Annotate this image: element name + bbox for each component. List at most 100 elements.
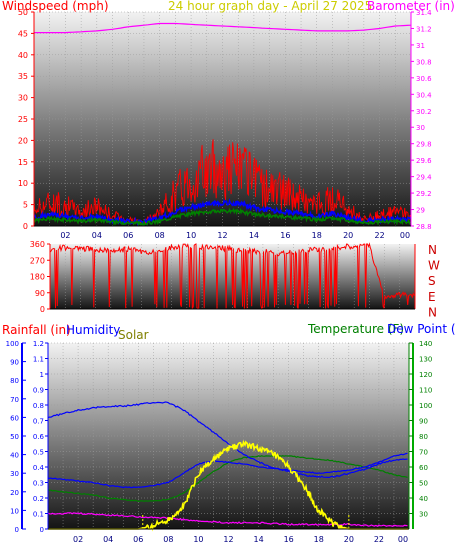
humidity-line — [47, 401, 408, 479]
windspeed-title: Windspeed (mph) — [2, 0, 109, 13]
windspeed-tick-label: 30 — [18, 94, 28, 103]
time-tick-label: 04 — [92, 231, 102, 240]
dewpoint-line — [47, 452, 408, 489]
time-tick-label: 06 — [123, 231, 133, 240]
temperature-tick-label: 110 — [419, 387, 432, 395]
barometer-tick-label: 30 — [416, 124, 425, 132]
barometer-tick-label: 31.2 — [416, 25, 432, 33]
time-tick-label: 04 — [103, 535, 113, 544]
time-tick-label: 00 — [398, 535, 408, 544]
time-tick-label: 08 — [155, 231, 165, 240]
time-tick-label: 12 — [223, 535, 233, 544]
humidity-title: Humidity — [66, 323, 120, 337]
time-tick-label: 00 — [400, 231, 410, 240]
windspeed-average-line — [33, 198, 411, 227]
direction-tick-label: 90 — [35, 289, 45, 298]
humidity-tick-label: 0 — [15, 526, 19, 534]
temperature-tick-label: 140 — [419, 340, 432, 348]
temperature-tick-label: 80 — [419, 433, 428, 441]
barometer-tick-label: 29.4 — [416, 174, 432, 182]
time-tick-label: 22 — [374, 231, 384, 240]
windspeed-tick-label: 15 — [18, 158, 28, 167]
wind-panel — [34, 12, 411, 226]
dewpoint-title: Dew Point (F) — [387, 322, 456, 336]
time-tick-label: 16 — [284, 535, 294, 544]
time-tick-label: 20 — [344, 535, 354, 544]
time-tick-label: 02 — [73, 535, 83, 544]
barometer-tick-label: 31 — [416, 42, 425, 50]
temperature-tick-label: 130 — [419, 356, 432, 364]
solar-title: Solar — [118, 328, 149, 342]
barometer-tick-label: 30.8 — [416, 58, 432, 66]
windspeed-tick-label: 5 — [23, 201, 28, 210]
wind-panel-series — [33, 22, 412, 227]
barometer-tick-label: 28.8 — [416, 223, 432, 231]
windspeed-tick-label: 40 — [18, 51, 28, 60]
humidity-tick-label: 90 — [10, 359, 19, 367]
temperature-line — [47, 455, 408, 503]
compass-label: N — [428, 305, 437, 319]
compass-label: E — [428, 290, 436, 304]
humidity-tick-label: 100 — [6, 340, 19, 348]
rainfall-title: Rainfall (in) — [2, 323, 71, 337]
barometer-line — [34, 22, 412, 34]
climate-panel-axes: 010203040506070809010000.10.20.30.40.50.… — [6, 340, 433, 544]
windspeed-gust-line — [33, 139, 411, 225]
temperature-title: Temperature (F) — [307, 322, 404, 336]
barometer-tick-label: 31.4 — [416, 9, 432, 17]
temperature-tick-label: 90 — [419, 418, 428, 426]
rainfall-tick-label: 0.1 — [33, 511, 44, 519]
direction-tick-label: 0 — [40, 305, 45, 314]
windspeed-tick-label: 25 — [18, 115, 28, 124]
rainfall-tick-label: 1.1 — [33, 356, 44, 364]
rainfall-tick-label: 0.4 — [33, 464, 45, 472]
rainfall-tick-label: 0.6 — [33, 433, 45, 441]
barometer-tick-label: 29.6 — [416, 157, 432, 165]
rainfall-tick-label: 0 — [40, 526, 44, 534]
time-tick-label: 02 — [60, 231, 70, 240]
compass-label: S — [428, 274, 436, 288]
time-tick-label: 18 — [312, 231, 322, 240]
temperature-tick-label: 30 — [419, 511, 428, 519]
rainfall-tick-label: 0.2 — [33, 495, 44, 503]
temperature-tick-label: 120 — [419, 371, 432, 379]
chart-date-title: 24 hour graph day - April 27 2025 — [168, 0, 372, 13]
time-tick-label: 06 — [133, 535, 143, 544]
compass-label: N — [428, 243, 437, 257]
rainfall-tick-label: 0.5 — [33, 449, 44, 457]
windspeed-tick-label: 10 — [18, 179, 28, 188]
direction-tick-label: 360 — [30, 240, 45, 249]
time-tick-label: 16 — [280, 231, 290, 240]
time-tick-label: 10 — [193, 535, 203, 544]
barometer-tick-label: 29.2 — [416, 190, 432, 198]
rainfall-tick-label: 1.2 — [33, 340, 44, 348]
humidity-tick-label: 20 — [10, 489, 19, 497]
time-tick-label: 10 — [186, 231, 196, 240]
humidity-tick-label: 70 — [10, 396, 19, 404]
temperature-tick-label: 40 — [419, 495, 428, 503]
rainfall-tick-label: 0.3 — [33, 480, 44, 488]
windspeed-tick-label: 20 — [18, 136, 28, 145]
direction-tick-label: 270 — [30, 256, 45, 265]
temperature-tick-label: 70 — [419, 449, 428, 457]
windspeed-tick-label: 50 — [18, 8, 28, 17]
barometer-tick-label: 29.8 — [416, 141, 432, 149]
time-tick-label: 08 — [163, 535, 173, 544]
temperature-tick-label: 60 — [419, 464, 428, 472]
humidity-tick-label: 10 — [10, 507, 19, 515]
rainfall-line — [47, 512, 408, 528]
direction-panel-series — [49, 242, 416, 310]
temperature-tick-label: 100 — [419, 402, 432, 410]
compass-label: W — [428, 259, 440, 273]
time-tick-label: 22 — [374, 535, 384, 544]
barometer-tick-label: 29 — [416, 207, 425, 215]
windspeed-tick-label: 0 — [23, 222, 28, 231]
humidity-tick-label: 40 — [10, 452, 19, 460]
barometer-tick-label: 30.2 — [416, 108, 432, 116]
humidity-tick-label: 50 — [10, 433, 19, 441]
temperature-tick-label: 50 — [419, 480, 428, 488]
time-tick-label: 12 — [217, 231, 227, 240]
wind-direction-line — [49, 242, 416, 310]
